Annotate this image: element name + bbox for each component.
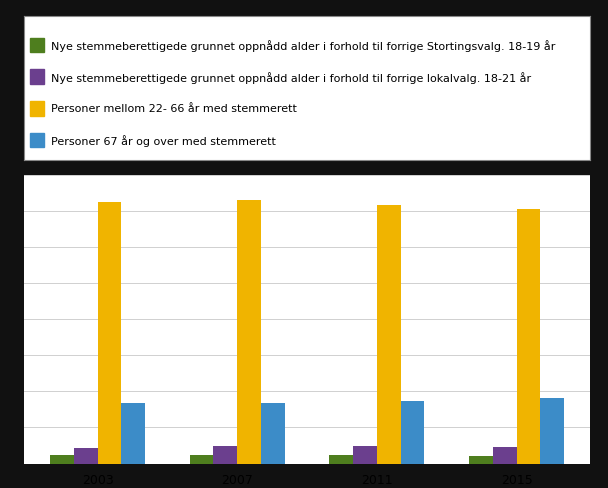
Bar — [30, 102, 44, 117]
Bar — [30, 70, 44, 85]
Bar — [121, 403, 145, 464]
Bar — [30, 134, 44, 148]
Bar — [50, 455, 74, 464]
Bar — [517, 210, 541, 464]
Bar — [30, 39, 44, 53]
Bar — [213, 447, 237, 464]
Bar — [190, 455, 213, 464]
Bar — [401, 401, 424, 464]
Text: Personer mellom 22- 66 år med stemmerett: Personer mellom 22- 66 år med stemmerett — [52, 104, 297, 114]
Bar — [541, 398, 564, 464]
Bar — [469, 456, 493, 464]
Text: Personer 67 år og over med stemmerett: Personer 67 år og over med stemmerett — [52, 135, 277, 147]
Bar — [330, 455, 353, 464]
Bar — [261, 403, 285, 464]
Bar — [237, 201, 261, 464]
Bar — [97, 203, 121, 464]
Bar — [74, 448, 97, 464]
Text: Nye stemmeberettigede grunnet oppnådd alder i forhold til forrige Stortingsvalg.: Nye stemmeberettigede grunnet oppnådd al… — [52, 40, 556, 52]
Bar — [493, 447, 517, 464]
Bar — [377, 205, 401, 464]
Text: Nye stemmeberettigede grunnet oppnådd alder i forhold til forrige lokalvalg. 18-: Nye stemmeberettigede grunnet oppnådd al… — [52, 72, 531, 83]
Bar — [353, 446, 377, 464]
